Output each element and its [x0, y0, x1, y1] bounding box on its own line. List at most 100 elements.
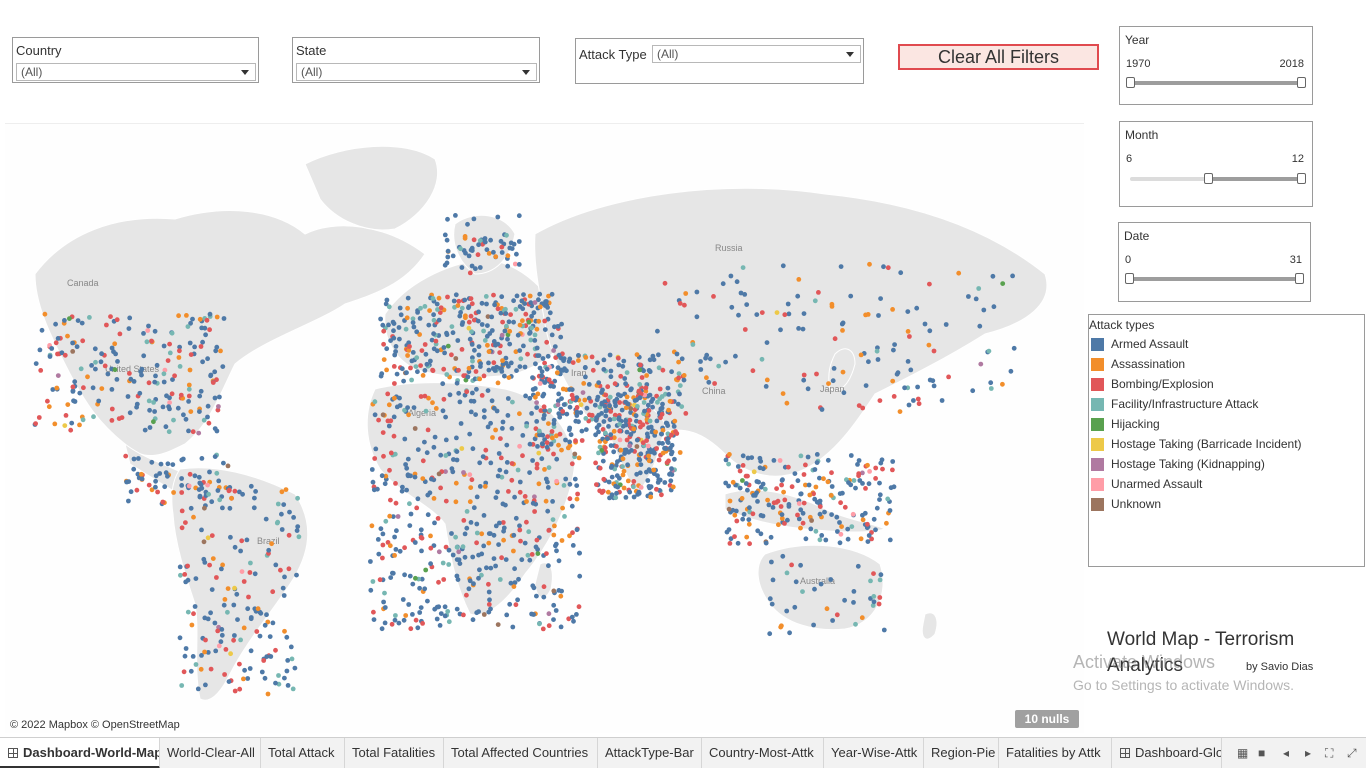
attack-point[interactable]	[930, 378, 936, 384]
attack-point[interactable]	[457, 561, 463, 566]
attack-point[interactable]	[259, 669, 265, 675]
attack-point[interactable]	[176, 355, 182, 360]
attack-point[interactable]	[561, 483, 567, 488]
attack-point[interactable]	[153, 484, 158, 490]
attack-point[interactable]	[605, 489, 611, 495]
attack-point[interactable]	[405, 305, 410, 311]
attack-point[interactable]	[265, 619, 271, 625]
attack-point[interactable]	[493, 563, 498, 569]
attack-point[interactable]	[102, 363, 108, 369]
attack-point[interactable]	[386, 322, 391, 328]
attack-point[interactable]	[199, 653, 204, 658]
attack-point[interactable]	[522, 301, 527, 306]
attack-point[interactable]	[508, 360, 514, 366]
attack-point[interactable]	[468, 520, 474, 525]
attack-point[interactable]	[413, 364, 419, 369]
attack-point[interactable]	[536, 450, 542, 456]
attack-point[interactable]	[382, 590, 387, 596]
attack-point[interactable]	[657, 477, 663, 483]
attack-point[interactable]	[418, 605, 424, 610]
attack-point[interactable]	[203, 637, 208, 643]
attack-point[interactable]	[191, 514, 196, 520]
attack-point[interactable]	[149, 459, 155, 465]
attack-point[interactable]	[747, 541, 752, 547]
attack-point[interactable]	[600, 488, 606, 494]
attack-point[interactable]	[188, 352, 194, 357]
attack-point[interactable]	[441, 577, 447, 582]
attack-point[interactable]	[432, 434, 438, 440]
attack-point[interactable]	[162, 484, 168, 490]
attack-point[interactable]	[890, 459, 896, 464]
attack-point[interactable]	[411, 324, 417, 330]
attack-point[interactable]	[727, 541, 733, 546]
attack-point[interactable]	[859, 615, 865, 621]
attack-point[interactable]	[491, 360, 497, 366]
attack-point[interactable]	[891, 394, 897, 399]
attack-point[interactable]	[743, 481, 749, 486]
attack-point[interactable]	[247, 666, 253, 671]
attack-point[interactable]	[874, 505, 880, 511]
attack-point[interactable]	[42, 311, 48, 317]
attack-point[interactable]	[406, 348, 412, 353]
attack-point[interactable]	[660, 401, 665, 407]
attack-point[interactable]	[634, 418, 639, 424]
attack-point[interactable]	[723, 457, 729, 463]
attack-point[interactable]	[471, 216, 477, 222]
attack-point[interactable]	[574, 612, 579, 617]
attack-point[interactable]	[183, 416, 189, 422]
attack-point[interactable]	[597, 465, 603, 471]
attack-point[interactable]	[154, 362, 160, 368]
attack-point[interactable]	[410, 612, 415, 617]
attack-point[interactable]	[206, 420, 212, 426]
attack-point[interactable]	[227, 505, 233, 511]
attack-point[interactable]	[564, 368, 569, 374]
attack-point[interactable]	[764, 377, 770, 383]
attack-point[interactable]	[511, 319, 516, 325]
attack-point[interactable]	[504, 460, 510, 465]
attack-point[interactable]	[491, 405, 497, 411]
attack-point[interactable]	[880, 466, 885, 472]
attack-point[interactable]	[628, 387, 633, 393]
attack-point[interactable]	[169, 330, 175, 336]
attack-point[interactable]	[210, 556, 216, 561]
attack-point[interactable]	[188, 668, 194, 674]
attack-point[interactable]	[543, 498, 549, 504]
attack-point[interactable]	[568, 432, 574, 438]
attack-point[interactable]	[537, 304, 543, 310]
attack-point[interactable]	[179, 683, 185, 688]
attack-point[interactable]	[738, 290, 744, 296]
attack-point[interactable]	[877, 595, 883, 600]
attack-point[interactable]	[506, 375, 512, 380]
attack-point[interactable]	[532, 494, 537, 500]
date-slider-track[interactable]	[1125, 273, 1304, 284]
attack-point[interactable]	[732, 512, 738, 518]
attack-point[interactable]	[674, 431, 680, 436]
attack-point[interactable]	[629, 448, 634, 453]
attack-point[interactable]	[786, 464, 791, 470]
attack-point[interactable]	[536, 297, 541, 303]
attack-point[interactable]	[489, 398, 495, 404]
fit-screen-icon[interactable]: ⛶	[1325, 746, 1334, 760]
attack-point[interactable]	[583, 355, 589, 360]
attack-point[interactable]	[862, 510, 868, 516]
attack-point[interactable]	[68, 427, 74, 433]
attack-point[interactable]	[527, 395, 533, 401]
attack-point[interactable]	[497, 520, 502, 526]
attack-point[interactable]	[276, 673, 281, 678]
attack-point[interactable]	[654, 393, 659, 399]
attack-point[interactable]	[397, 548, 403, 554]
attack-point[interactable]	[438, 452, 444, 458]
attack-point[interactable]	[623, 381, 628, 387]
attack-point[interactable]	[484, 301, 489, 307]
attack-point[interactable]	[415, 496, 421, 502]
attack-point[interactable]	[147, 425, 153, 430]
attack-point[interactable]	[163, 424, 169, 430]
attack-point[interactable]	[614, 444, 619, 449]
attack-point[interactable]	[407, 573, 413, 579]
attack-point[interactable]	[183, 579, 189, 585]
attack-point[interactable]	[635, 404, 640, 409]
attack-point[interactable]	[824, 606, 830, 612]
attack-point[interactable]	[368, 559, 373, 564]
attack-point[interactable]	[215, 407, 221, 413]
attack-point[interactable]	[672, 456, 677, 462]
